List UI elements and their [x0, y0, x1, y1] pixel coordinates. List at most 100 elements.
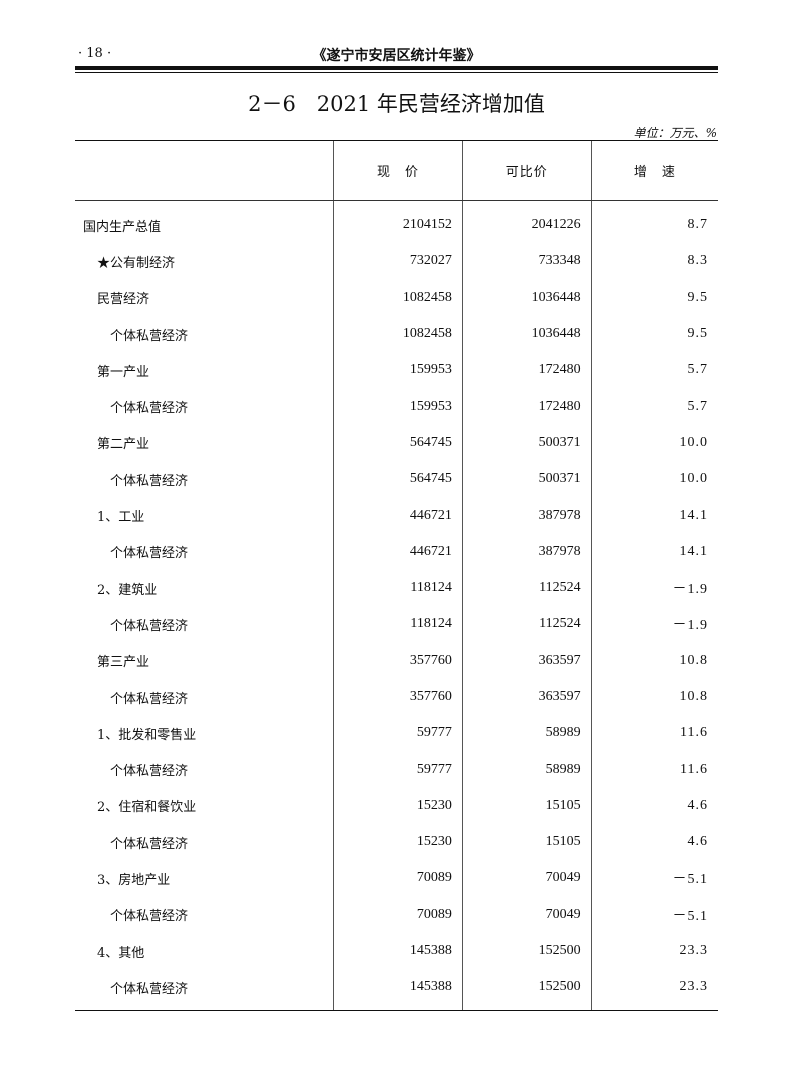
comparable-price-cell: 58989: [461, 715, 592, 752]
table-row: 第三产业 357760 363597 10.8: [75, 642, 718, 679]
growth-rate-cell: 14.1: [590, 497, 718, 534]
unit-label: 单位：万元、%: [633, 126, 717, 140]
column-header-comparable-price: 可比价: [461, 140, 592, 201]
row-label: 4、其他: [97, 945, 145, 961]
row-label: 第二产业: [97, 437, 150, 453]
growth-rate-cell: 8.7: [590, 200, 718, 244]
table-row: 1、工业 446721 387978 14.1: [75, 497, 718, 534]
growth-rate-cell: 23.3: [590, 932, 718, 970]
row-label: 第三产业: [97, 655, 150, 671]
growth-rate-cell: 5.7: [590, 352, 718, 389]
growth-rate-cell: 4.6: [590, 787, 718, 825]
current-price-cell: 70089: [333, 896, 463, 933]
table-row: 个体私营经济 564745 500371 10.0: [75, 461, 718, 498]
comparable-price-cell: 70049: [461, 896, 592, 933]
current-price-cell: 145388: [333, 932, 463, 970]
comparable-price-cell: 58989: [461, 751, 592, 788]
growth-rate-cell: 4.6: [590, 824, 718, 861]
row-label: ★公有制经济: [97, 255, 176, 271]
current-price-cell: 118124: [333, 606, 463, 643]
table-row: 个体私营经济 159953 172480 5.7: [75, 388, 718, 425]
row-label: 民营经济: [97, 292, 150, 308]
current-price-cell: 357760: [333, 642, 463, 679]
comparable-price-cell: 172480: [461, 352, 592, 389]
table-row: 个体私营经济 118124 112524 －1.9: [75, 606, 718, 643]
comparable-price-cell: 152500: [461, 969, 592, 1011]
current-price-cell: 564745: [333, 461, 463, 498]
row-label: 个体私营经济: [110, 328, 189, 344]
row-label: 个体私营经济: [110, 401, 189, 417]
current-price-cell: 70089: [333, 860, 463, 897]
growth-rate-cell: 10.8: [590, 642, 718, 679]
table-row: 第二产业 564745 500371 10.0: [75, 424, 718, 462]
row-label: 3、房地产业: [97, 872, 171, 888]
row-label: 第一产业: [97, 364, 150, 380]
table-row: 1、批发和零售业 59777 58989 11.6: [75, 715, 718, 752]
comparable-price-cell: 387978: [461, 497, 592, 534]
current-price-cell: 159953: [333, 352, 463, 389]
table-row: 2、住宿和餐饮业 15230 15105 4.6: [75, 787, 718, 825]
current-price-cell: 732027: [333, 243, 463, 280]
growth-rate-cell: 10.0: [590, 461, 718, 498]
growth-rate-cell: 14.1: [590, 533, 718, 570]
current-price-cell: 118124: [333, 569, 463, 607]
row-label: 2、建筑业: [97, 582, 158, 598]
comparable-price-cell: 387978: [461, 533, 592, 570]
table-row: 个体私营经济 59777 58989 11.6: [75, 751, 718, 788]
row-label: 个体私营经济: [110, 473, 189, 489]
row-label: 个体私营经济: [110, 764, 189, 780]
data-table: 现 价 可比价 增 速 国内生产总值 2104152 2041226 8.7 ★公有制经…: [75, 140, 718, 1011]
table-title: 2－6 2021 年民营经济增加值: [248, 92, 545, 116]
header-rule-thin: [75, 72, 718, 73]
growth-rate-cell: －1.9: [590, 606, 718, 643]
row-label: 个体私营经济: [110, 546, 189, 562]
growth-rate-cell: －5.1: [590, 896, 718, 933]
table-header-row: 现 价 可比价 增 速: [75, 140, 718, 201]
comparable-price-cell: 1036448: [461, 279, 592, 316]
growth-rate-cell: 10.8: [590, 678, 718, 716]
growth-rate-cell: 11.6: [590, 751, 718, 788]
table-row: 个体私营经济 357760 363597 10.8: [75, 678, 718, 716]
comparable-price-cell: 70049: [461, 860, 592, 897]
growth-rate-cell: 9.5: [590, 315, 718, 353]
row-label: 个体私营经济: [75, 969, 334, 1011]
table-row: 民营经济 1082458 1036448 9.5: [75, 279, 718, 316]
growth-rate-cell: 5.7: [590, 388, 718, 425]
current-price-cell: 446721: [333, 497, 463, 534]
row-label: 1、工业: [97, 510, 145, 526]
table-row: 个体私营经济 446721 387978 14.1: [75, 533, 718, 570]
row-label: 个体私营经济: [110, 691, 189, 707]
table-row: ★公有制经济 732027 733348 8.3: [75, 243, 718, 280]
current-price-cell: 159953: [333, 388, 463, 425]
current-price-cell: 2104152: [333, 200, 463, 244]
comparable-price-cell: 500371: [461, 461, 592, 498]
table-row: 个体私营经济 15230 15105 4.6: [75, 824, 718, 861]
current-price-cell: 1082458: [333, 315, 463, 353]
comparable-price-cell: 15105: [461, 824, 592, 861]
table-body: 国内生产总值 2104152 2041226 8.7 ★公有制经济 732027 73334…: [75, 200, 718, 1011]
row-label: 个体私营经济: [110, 909, 189, 925]
row-label: 国内生产总值: [83, 219, 162, 235]
row-label: 2、住宿和餐饮业: [97, 800, 197, 816]
growth-rate-cell: 8.3: [590, 243, 718, 280]
growth-rate-cell: －5.1: [590, 860, 718, 897]
table-row: 国内生产总值 2104152 2041226 8.7: [75, 200, 718, 244]
comparable-price-cell: 15105: [461, 787, 592, 825]
comparable-price-cell: 500371: [461, 424, 592, 462]
growth-rate-cell: －1.9: [590, 569, 718, 607]
comparable-price-cell: 1036448: [461, 315, 592, 353]
row-label: 1、批发和零售业: [97, 727, 197, 743]
current-price-cell: 15230: [333, 787, 463, 825]
current-price-cell: 446721: [333, 533, 463, 570]
comparable-price-cell: 733348: [461, 243, 592, 280]
growth-rate-cell: 9.5: [590, 279, 718, 316]
current-price-cell: 357760: [333, 678, 463, 716]
column-header-current-price: 现 价: [333, 140, 463, 201]
table-row: 3、房地产业 70089 70049 －5.1: [75, 860, 718, 897]
current-price-cell: 145388: [333, 969, 463, 1011]
table-row: 第一产业 159953 172480 5.7: [75, 352, 718, 389]
row-label: 个体私营经济: [110, 836, 189, 852]
table-row: 2、建筑业 118124 112524 －1.9: [75, 569, 718, 607]
table-row: 个体私营经济 70089 70049 －5.1: [75, 896, 718, 933]
row-label: 个体私营经济: [110, 618, 189, 634]
